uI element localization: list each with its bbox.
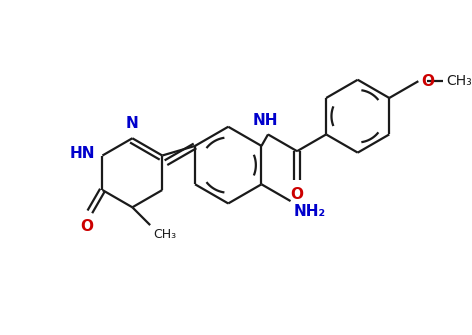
Text: O: O bbox=[291, 187, 303, 202]
Text: CH₃: CH₃ bbox=[153, 228, 176, 241]
Text: HN: HN bbox=[69, 146, 95, 161]
Text: NH₂: NH₂ bbox=[294, 204, 326, 219]
Text: O: O bbox=[81, 218, 93, 233]
Text: N: N bbox=[126, 116, 139, 131]
Text: NH: NH bbox=[253, 113, 278, 128]
Text: O: O bbox=[421, 74, 434, 89]
Text: CH₃: CH₃ bbox=[446, 74, 472, 88]
